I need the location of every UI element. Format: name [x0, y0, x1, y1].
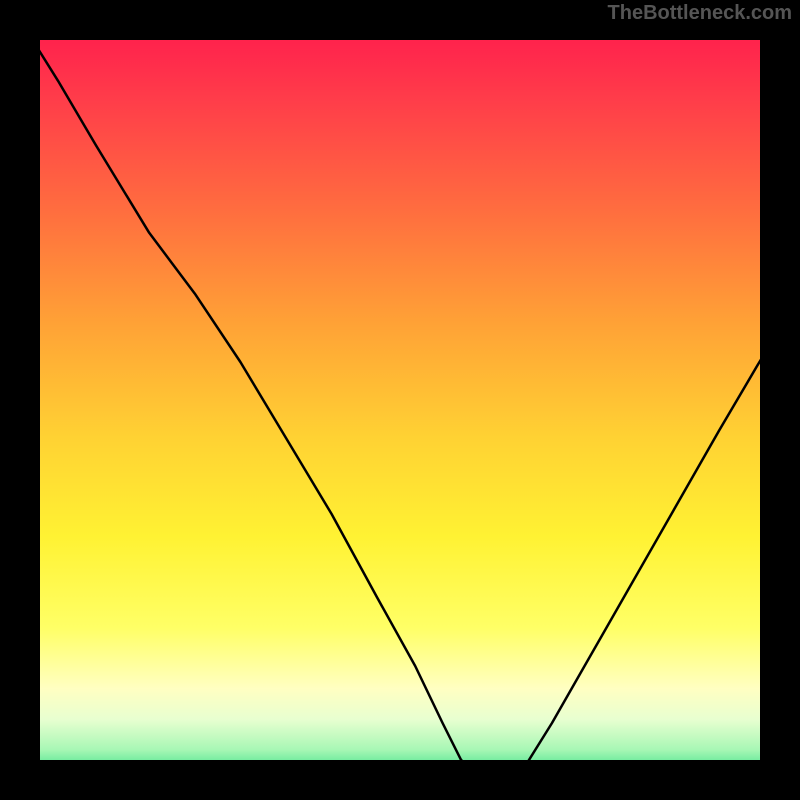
chart-background [20, 20, 780, 780]
chart-canvas [0, 0, 800, 800]
attribution-label: TheBottleneck.com [608, 2, 792, 25]
bottleneck-chart: TheBottleneck.com [0, 0, 800, 800]
